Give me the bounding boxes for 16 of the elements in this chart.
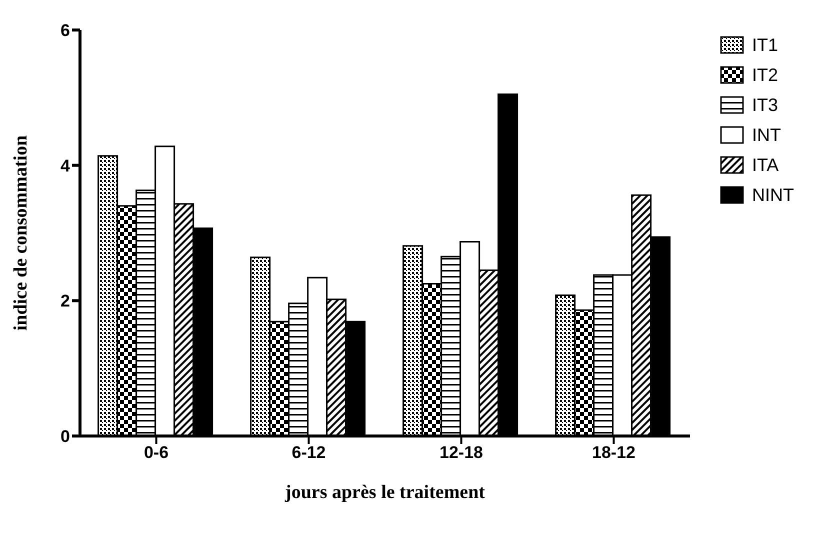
y-axis-title: indice de consommation xyxy=(10,134,32,331)
y-tick-label: 0 xyxy=(60,427,70,446)
y-tick-label: 4 xyxy=(60,156,71,176)
legend-label: IT1 xyxy=(752,34,778,57)
y-tick-label: 2 xyxy=(60,292,70,311)
x-tick-label: 6-12 xyxy=(292,443,326,462)
x-tick-label: 18-12 xyxy=(592,443,636,462)
x-tick-label: 12-18 xyxy=(440,443,483,462)
legend-label: NINT xyxy=(752,184,794,207)
x-axis-title: jours après le traitement xyxy=(284,482,486,503)
y-tick-label: 6 xyxy=(60,21,70,40)
legend-label: IT2 xyxy=(752,64,778,87)
legend-label: INT xyxy=(752,124,781,147)
x-tick-label: 0-6 xyxy=(144,443,169,462)
legend-label: ITA xyxy=(752,154,779,177)
legend-label: IT3 xyxy=(752,94,778,117)
